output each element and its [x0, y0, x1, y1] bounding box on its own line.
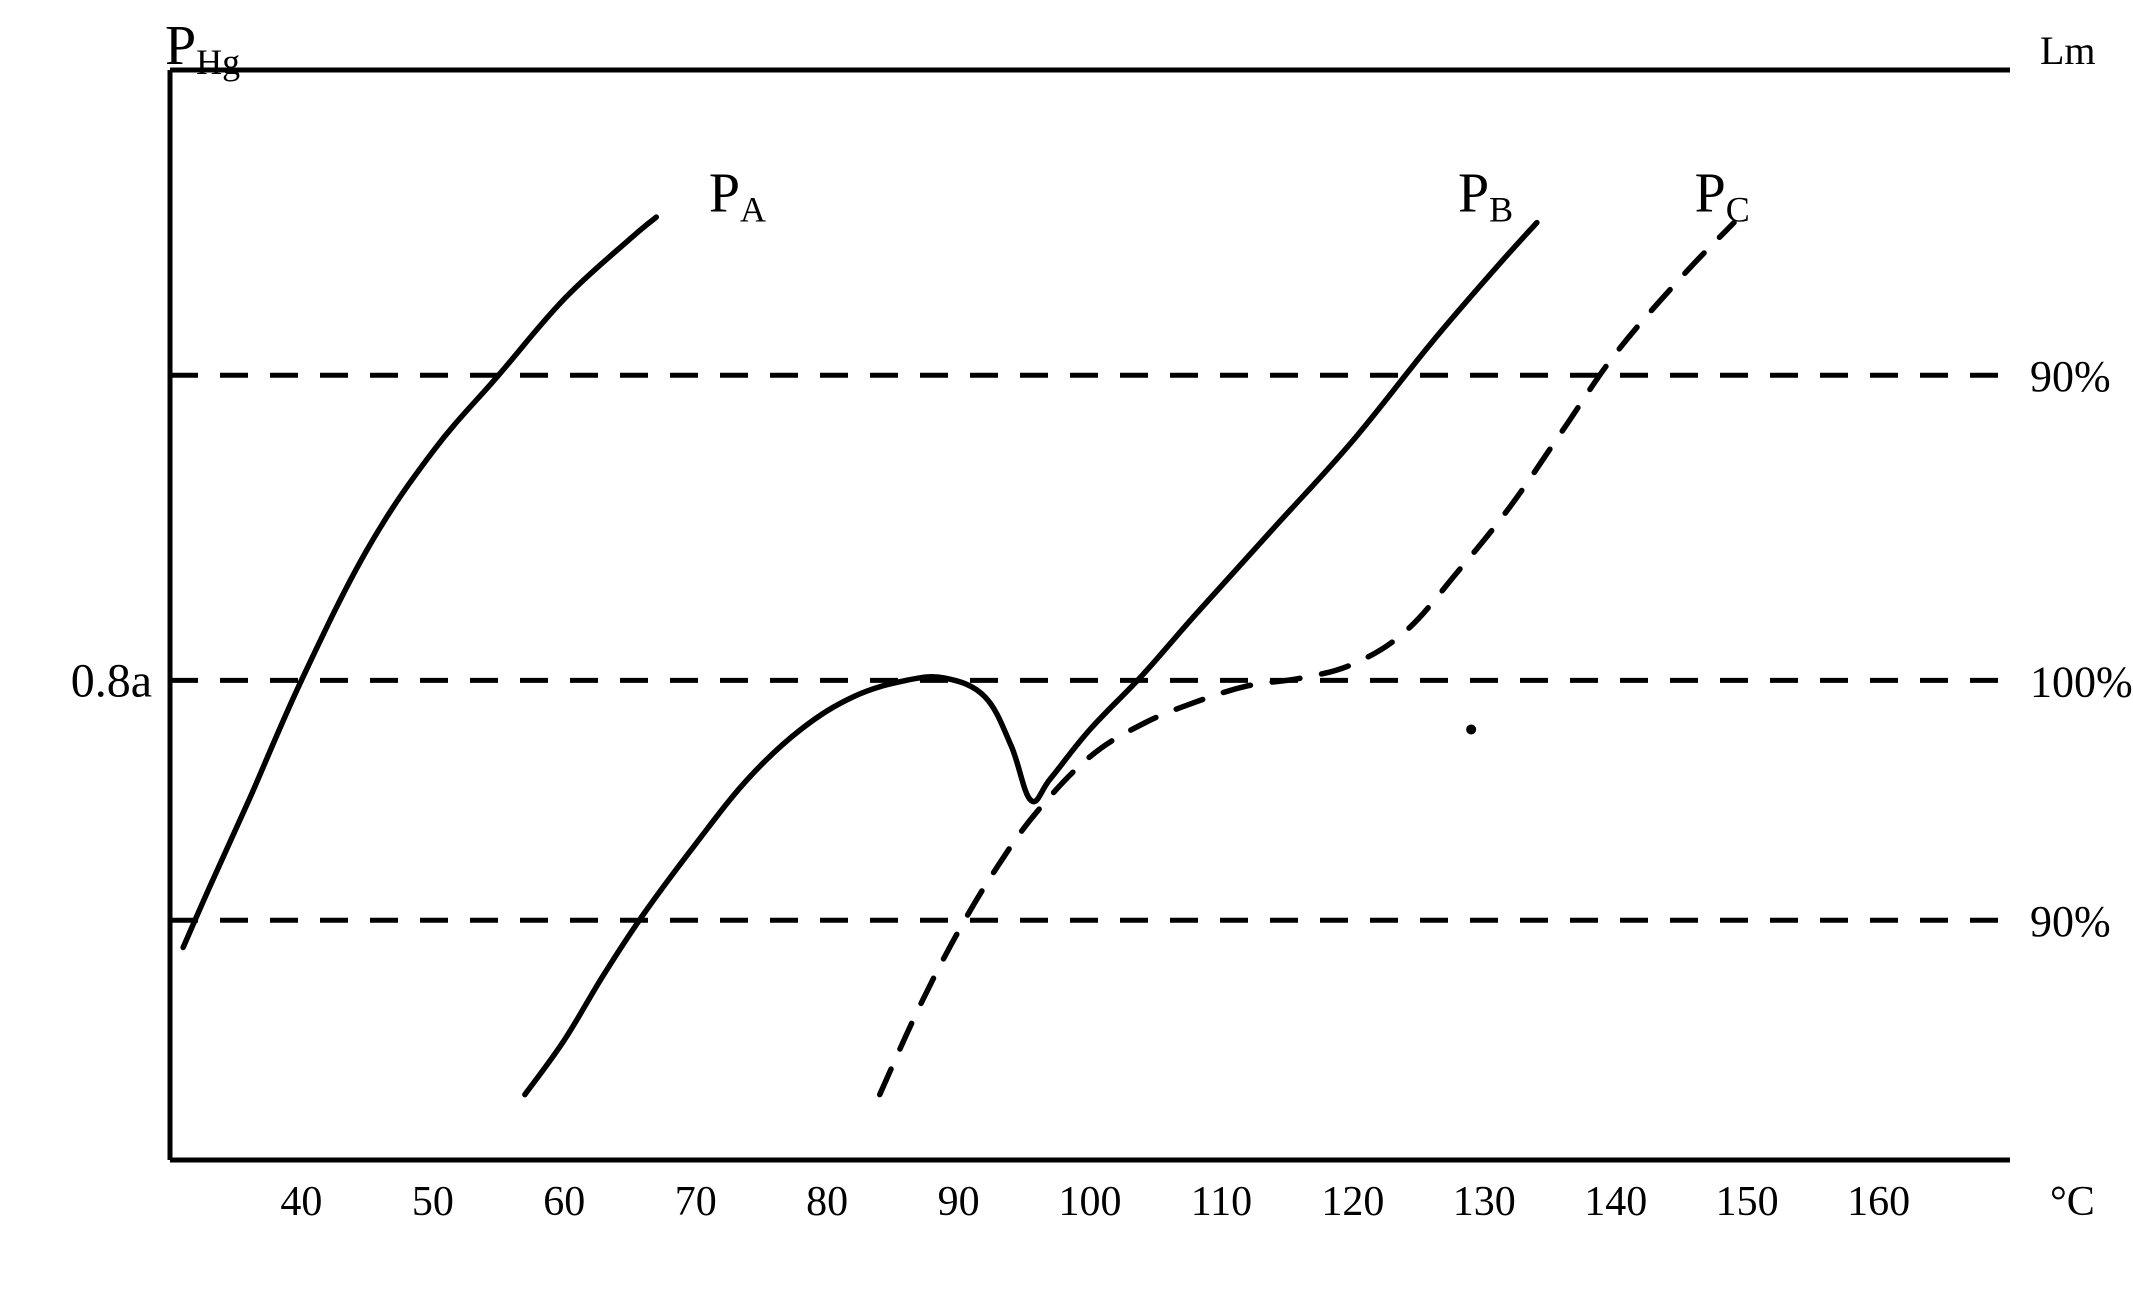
y-left-marker: 0.8a: [71, 654, 152, 707]
x-tick-90: 90: [938, 1179, 980, 1225]
x-tick-40: 40: [280, 1179, 322, 1225]
x-tick-60: 60: [543, 1179, 585, 1225]
x-tick-70: 70: [675, 1179, 717, 1225]
chart-svg: 90%100%90%PHgLm0.8a405060708090100110120…: [0, 0, 2133, 1290]
ref-line-label-2: 90%: [2030, 897, 2111, 946]
x-tick-140: 140: [1584, 1179, 1647, 1225]
x-tick-100: 100: [1059, 1179, 1122, 1225]
chart-container: 90%100%90%PHgLm0.8a405060708090100110120…: [0, 0, 2133, 1290]
y-right-axis-title: Lm: [2040, 28, 2096, 73]
x-tick-120: 120: [1321, 1179, 1384, 1225]
x-tick-110: 110: [1191, 1179, 1252, 1225]
ref-line-label-1: 100%: [2030, 657, 2133, 706]
x-tick-80: 80: [806, 1179, 848, 1225]
x-tick-50: 50: [412, 1179, 454, 1225]
x-tick-150: 150: [1716, 1179, 1779, 1225]
x-tick-160: 160: [1847, 1179, 1910, 1225]
x-axis-unit: °C: [2050, 1179, 2095, 1225]
ref-line-label-0: 90%: [2030, 352, 2111, 401]
x-tick-130: 130: [1453, 1179, 1516, 1225]
stray-dot: [1466, 724, 1476, 734]
